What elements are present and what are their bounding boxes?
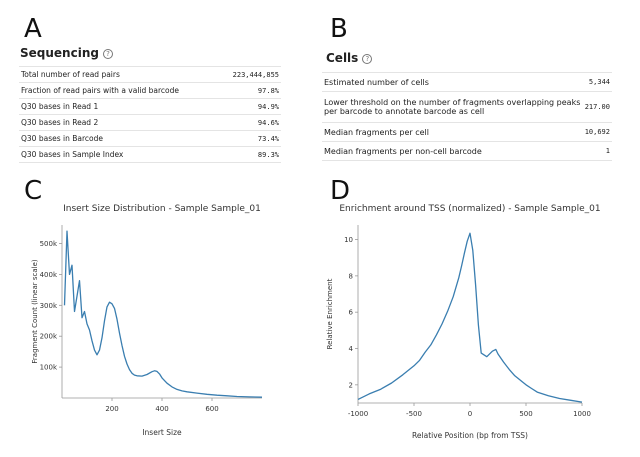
table-row: Total number of read pairs 223,444,855	[19, 66, 281, 83]
y-tick-label: 200k	[40, 333, 58, 341]
table-row: Estimated number of cells 5,344	[322, 72, 612, 92]
metric-label: Median fragments per cell	[322, 122, 583, 142]
panel-label-a: A	[24, 14, 42, 44]
sequencing-title-text: Sequencing	[20, 46, 99, 60]
x-tick-label: 600	[205, 405, 218, 413]
y-tick-label: 6	[349, 309, 354, 317]
table-row: Q30 bases in Barcode 73.4%	[19, 130, 281, 147]
x-tick-label: 400	[155, 405, 168, 413]
metric-value: 223,444,855	[218, 66, 281, 83]
x-axis-label: Insert Size	[142, 428, 182, 437]
y-axis-label: Relative Enrichment	[326, 278, 334, 349]
metric-value: 97.8%	[218, 82, 281, 99]
panel-label-d: D	[330, 176, 351, 206]
metric-label: Fraction of read pairs with a valid barc…	[19, 82, 219, 99]
y-tick-label: 100k	[40, 364, 58, 372]
metric-label: Q30 bases in Read 2	[19, 114, 219, 131]
x-tick-label: -500	[406, 410, 422, 418]
cells-table: Estimated number of cells 5,344 Lower thre…	[322, 72, 612, 161]
table-row: Q30 bases in Read 2 94.6%	[19, 114, 281, 131]
panel-label-b: B	[330, 14, 348, 44]
table-row: Q30 bases in Sample Index 89.3%	[19, 146, 281, 163]
insert-size-chart: Insert Size Distribution - Sample Sample…	[31, 204, 263, 437]
table-row: Fraction of read pairs with a valid barc…	[19, 82, 281, 99]
tss-enrichment-chart: Enrichment around TSS (normalized) - Sam…	[326, 204, 601, 440]
y-tick-label: 8	[349, 272, 353, 280]
sequencing-title: Sequencing?	[20, 46, 113, 60]
y-axis-label: Fragment Count (linear scale)	[31, 259, 39, 363]
chart-title: Insert Size Distribution - Sample Sample…	[63, 204, 261, 214]
cells-title: Cells?	[326, 51, 373, 65]
help-icon[interactable]: ?	[102, 49, 113, 59]
table-row: Median fragments per non-cell barcode 1	[322, 141, 612, 161]
metric-label: Lower threshold on the number of fragmen…	[322, 91, 583, 123]
metric-label: Total number of read pairs	[19, 66, 219, 83]
table-row: Q30 bases in Read 1 94.9%	[19, 98, 281, 115]
metric-value: 217.00	[582, 91, 612, 123]
metric-value: 73.4%	[218, 130, 281, 147]
metric-label: Q30 bases in Barcode	[19, 130, 219, 147]
y-tick-label: 300k	[40, 302, 58, 310]
y-tick-label: 2	[349, 381, 353, 389]
x-tick-label: 200	[105, 405, 118, 413]
metric-label: Q30 bases in Read 1	[19, 98, 219, 115]
chart-title: Enrichment around TSS (normalized) - Sam…	[339, 204, 600, 214]
sequencing-table: Total number of read pairs 223,444,855 Fra…	[19, 66, 281, 163]
x-tick-label: 500	[519, 410, 532, 418]
table-row: Median fragments per cell 10,692	[322, 122, 612, 142]
y-tick-label: 400k	[40, 271, 58, 279]
metric-value: 1	[582, 141, 612, 161]
x-tick-label: -1000	[348, 410, 368, 418]
metric-value: 89.3%	[218, 146, 281, 163]
metric-value: 94.6%	[218, 114, 281, 131]
y-tick-label: 10	[344, 236, 353, 244]
cells-title-text: Cells	[326, 51, 359, 65]
metric-value: 94.9%	[218, 98, 281, 115]
y-tick-label: 500k	[40, 240, 58, 248]
x-tick-label: 0	[468, 410, 472, 418]
metric-label: Median fragments per non-cell barcode	[322, 141, 583, 161]
metric-value: 5,344	[582, 72, 612, 92]
series-line	[357, 232, 583, 403]
metric-value: 10,692	[582, 122, 612, 142]
panel-label-c: C	[24, 176, 43, 206]
y-tick-label: 4	[349, 345, 354, 353]
series-line	[63, 230, 263, 398]
x-tick-label: 1000	[573, 410, 591, 418]
x-axis-label: Relative Position (bp from TSS)	[412, 431, 528, 440]
table-row: Lower threshold on the number of fragmen…	[322, 91, 612, 123]
metric-label: Q30 bases in Sample Index	[19, 146, 219, 163]
help-icon[interactable]: ?	[362, 54, 373, 64]
metric-label: Estimated number of cells	[322, 72, 583, 92]
